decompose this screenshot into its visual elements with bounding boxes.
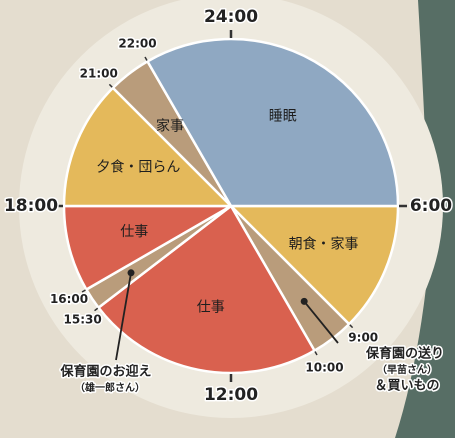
tick-label: 10:00: [305, 360, 343, 374]
tick-label: 12:00: [204, 385, 258, 405]
chart: 朝食・家事仕事仕事夕食・団らん家事睡眠24:006:0012:0018:009:…: [0, 0, 455, 438]
segment-label: 夕食・団らん: [96, 159, 180, 176]
tick-label: 21:00: [80, 66, 118, 80]
annotation: 保育園の送り: [365, 346, 444, 362]
annotation: （早苗さん）: [377, 363, 437, 376]
wedges: [64, 39, 398, 373]
leader-dot: [128, 269, 135, 276]
segment-label: 仕事: [197, 300, 225, 316]
segment-label: 朝食・家事: [289, 235, 359, 252]
tick-label: 6:00: [410, 196, 452, 216]
tick-label: 15:30: [64, 312, 102, 326]
segment-label: 睡眠: [269, 108, 297, 124]
annotation: 保育園のお迎え: [59, 364, 151, 380]
leader-dot: [301, 298, 308, 305]
tick-label: 16:00: [50, 292, 88, 306]
tick-label: 24:00: [204, 7, 258, 27]
tick-label: 22:00: [118, 37, 156, 51]
segment-label: 仕事: [120, 224, 148, 240]
tick-label: 18:00: [4, 196, 58, 216]
annotation: （雄一郎さん）: [75, 381, 145, 394]
annotation: ＆買いもの: [374, 379, 439, 394]
segment-label: 家事: [156, 118, 184, 135]
tick-label: 9:00: [348, 331, 378, 345]
